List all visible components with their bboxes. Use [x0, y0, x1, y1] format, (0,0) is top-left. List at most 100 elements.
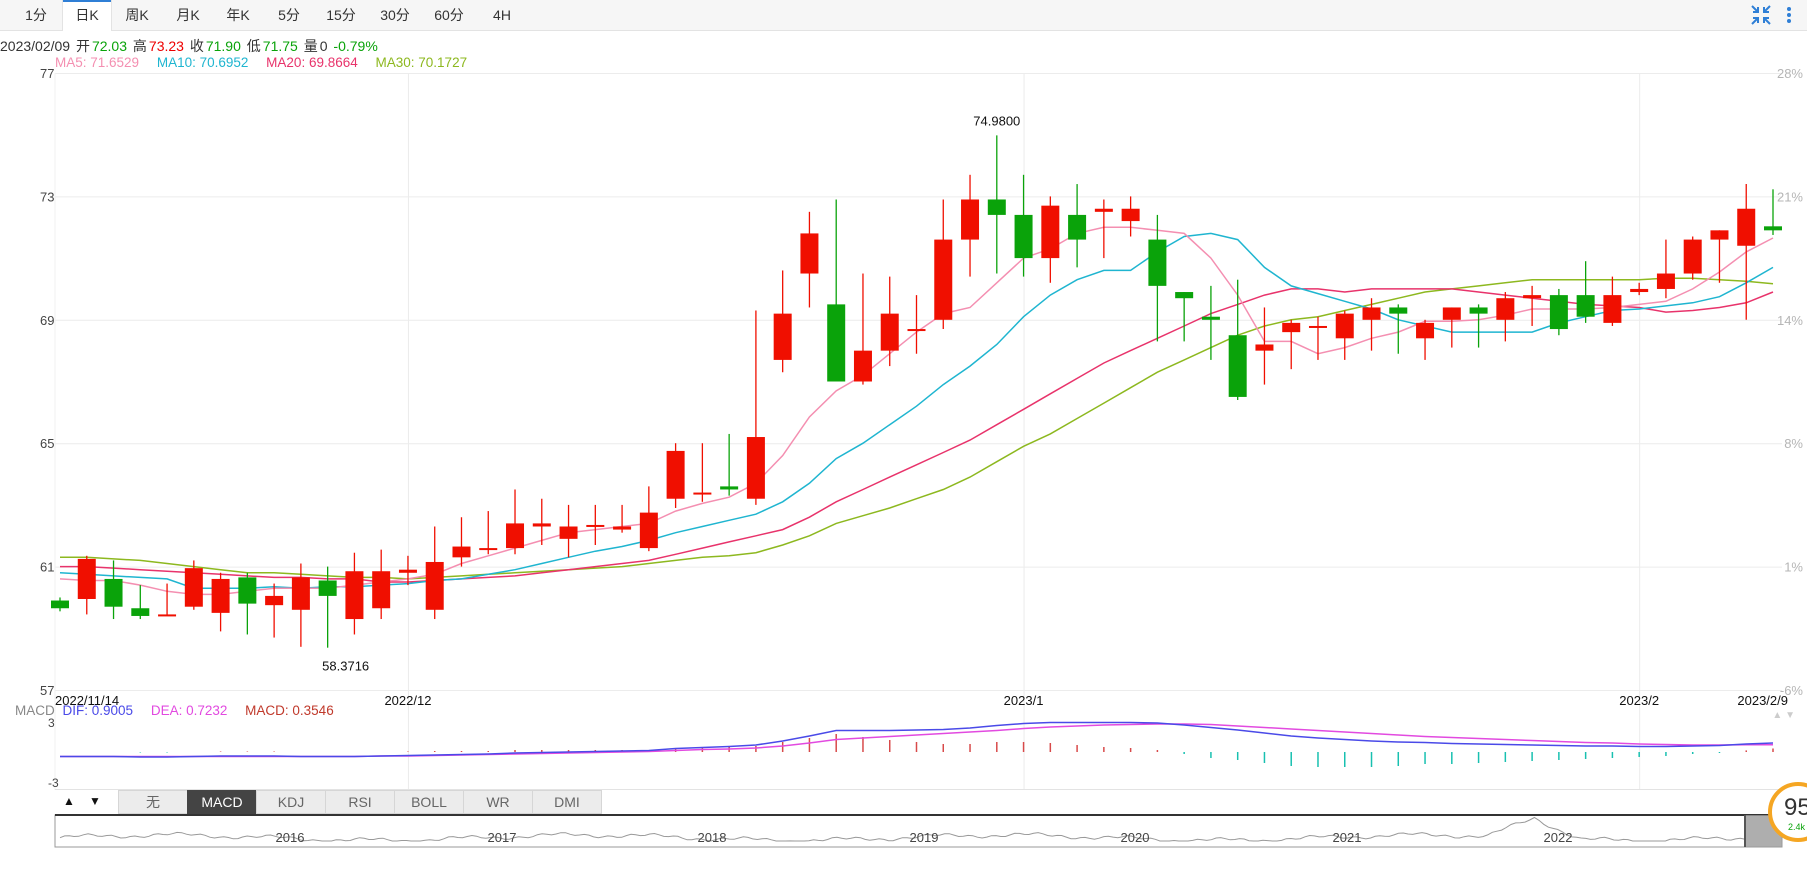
tab-monthly-k[interactable]: 月K: [176, 7, 200, 23]
candle: [372, 549, 391, 620]
y-right-tick-label: 14%: [1777, 313, 1803, 328]
candle: [720, 433, 739, 496]
candle-body: [1469, 307, 1488, 314]
indicator-tab-kdj[interactable]: KDJ: [256, 790, 326, 814]
candle-body: [265, 595, 284, 606]
candle-body: [800, 233, 819, 274]
navigator-year-label: 2018: [698, 830, 727, 845]
navigator-year-label: 2016: [276, 830, 305, 845]
candle: [1469, 304, 1488, 348]
candle: [131, 585, 150, 620]
candle-body: [1228, 335, 1247, 397]
candle: [1148, 214, 1167, 342]
y-tick-label: 73: [40, 189, 54, 204]
candle-body: [961, 199, 980, 240]
score-badge[interactable]: 95 2.4k: [1768, 782, 1807, 842]
candle-body: [131, 608, 150, 616]
candle-body: [559, 526, 578, 539]
candle: [613, 504, 632, 533]
y-right-tick-label: 28%: [1777, 66, 1803, 81]
candle: [1523, 285, 1542, 326]
candle: [907, 295, 926, 354]
y-right-tick-label: 8%: [1784, 436, 1803, 451]
dea-line: [60, 723, 1773, 758]
candle: [800, 211, 819, 308]
candle-body: [104, 578, 123, 607]
candle: [1603, 276, 1622, 326]
candle-body: [479, 548, 498, 551]
x-tick-label: 2022/12: [384, 693, 431, 708]
open-label: 开: [75, 38, 90, 54]
indicator-tab-rsi[interactable]: RSI: [325, 790, 395, 814]
candle: [1362, 298, 1381, 351]
candle: [827, 199, 846, 382]
tab-60min[interactable]: 60分: [434, 7, 464, 23]
candle: [1255, 307, 1274, 385]
tab-30min[interactable]: 30分: [380, 7, 410, 23]
candle: [345, 552, 364, 635]
x-tick-label: 2023/2: [1619, 693, 1659, 708]
candle: [586, 504, 605, 546]
candle: [1442, 307, 1461, 348]
score-value: 95: [1784, 794, 1807, 821]
candle-body: [51, 600, 69, 609]
candle-body: [827, 304, 846, 382]
tab-weekly-k[interactable]: 周K: [125, 7, 149, 23]
candle: [639, 486, 658, 552]
candle-body: [1068, 214, 1087, 240]
candle-body: [1148, 239, 1167, 286]
arrow-up-button[interactable]: ▲: [63, 794, 75, 808]
candle: [1656, 239, 1675, 299]
candle-body: [452, 546, 471, 558]
indicator-tab-none[interactable]: 无: [118, 790, 188, 814]
candle: [1683, 236, 1702, 280]
candle: [1389, 304, 1408, 354]
candle: [559, 504, 578, 558]
indicator-tab-boll[interactable]: BOLL: [394, 790, 464, 814]
candle: [1014, 174, 1033, 277]
macd-legend-label: MACD: [15, 703, 55, 718]
ma-legend: MA5: 71.6529 MA10: 70.6952 MA20: 69.8664…: [55, 55, 481, 70]
candle-body: [372, 571, 391, 609]
arrow-down-button[interactable]: ▼: [89, 794, 101, 808]
candle-body: [398, 569, 417, 573]
dif-legend: DIF: 0.9005: [62, 703, 134, 718]
tab-1min[interactable]: 1分: [25, 7, 47, 23]
candle-body: [1764, 226, 1782, 231]
candle: [51, 597, 69, 612]
tab-4h[interactable]: 4H: [493, 7, 511, 23]
collapse-icon[interactable]: [1749, 3, 1773, 27]
tab-15min[interactable]: 15分: [326, 7, 356, 23]
ma10-line: [59, 232, 1774, 589]
candle: [1282, 319, 1301, 370]
candle: [1175, 292, 1194, 342]
candle-body: [318, 580, 337, 596]
indicator-tab-dmi[interactable]: DMI: [532, 790, 602, 814]
tab-daily-k[interactable]: 日K: [62, 0, 112, 31]
candle: [291, 563, 310, 647]
candle: [1094, 199, 1113, 259]
quote-date: 2023/02/09: [0, 38, 71, 54]
tab-5min[interactable]: 5分: [278, 7, 300, 23]
candle-body: [666, 450, 685, 499]
quote-info: 2023/02/09 开 72.03 高 73.23 收 71.90 低 71.75 量…: [0, 36, 380, 56]
candle: [425, 526, 444, 620]
more-menu-icon[interactable]: [1782, 3, 1796, 27]
indicator-tab-wr[interactable]: WR: [463, 790, 533, 814]
candle: [398, 555, 417, 586]
volume-value: 0: [319, 38, 328, 54]
navigator-year-label: 2020: [1121, 830, 1150, 845]
candle-body: [211, 578, 230, 613]
navigator-series: [59, 816, 1746, 842]
candle: [880, 276, 899, 367]
tab-yearly-k[interactable]: 年K: [226, 7, 250, 23]
candle-body: [934, 239, 953, 320]
candle: [1416, 319, 1435, 360]
candle-body: [506, 523, 525, 549]
volume-label: 量: [303, 38, 318, 54]
indicator-tab-macd[interactable]: MACD: [187, 790, 257, 814]
candle-body: [1389, 307, 1408, 314]
close-label: 收: [189, 38, 204, 54]
dea-legend: DEA: 0.7232: [150, 703, 228, 718]
navigator-frame: [54, 814, 1783, 848]
